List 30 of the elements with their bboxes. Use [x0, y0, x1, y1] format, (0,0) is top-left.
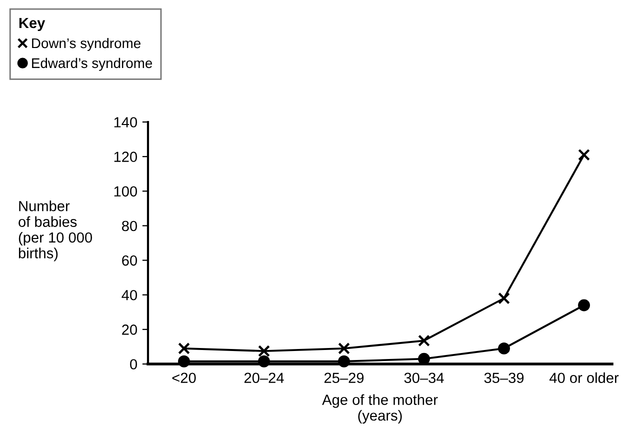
point	[498, 292, 510, 304]
y-tick-label: 120	[114, 152, 138, 162]
x-tick-label: 20–24	[244, 372, 284, 384]
x-tick-label: <20	[172, 372, 196, 384]
point	[418, 334, 430, 347]
point	[178, 342, 190, 354]
point	[498, 342, 510, 354]
point	[338, 342, 350, 354]
point	[338, 355, 350, 368]
x-axis-title: Age of the mother (years)	[322, 394, 438, 424]
y-tick-label: 140	[114, 117, 138, 128]
x-tick-label: 40 or older	[549, 372, 619, 384]
y-tick-label: 80	[122, 220, 138, 232]
point	[258, 345, 270, 358]
point	[578, 299, 590, 312]
legend-label: Edward’s syndrome	[32, 58, 152, 71]
y-tick-label: 60	[122, 255, 138, 266]
x-tick-label: 30–34	[404, 372, 444, 384]
x-tick-label: 35–39	[484, 372, 524, 384]
legend-label: Down’s syndrome	[32, 38, 140, 51]
x-tick-label: 25–29	[324, 372, 364, 384]
legend-title: Key	[19, 18, 46, 32]
y-tick-label: 40	[122, 290, 138, 300]
y-axis-title: Number of babies (per 10 000 births)	[18, 200, 92, 262]
point	[578, 148, 590, 161]
y-tick-label: 0	[130, 359, 138, 370]
y-tick-label: 100	[114, 186, 138, 197]
y-tick-label: 20	[122, 324, 138, 335]
point	[178, 355, 190, 368]
point	[258, 355, 270, 368]
